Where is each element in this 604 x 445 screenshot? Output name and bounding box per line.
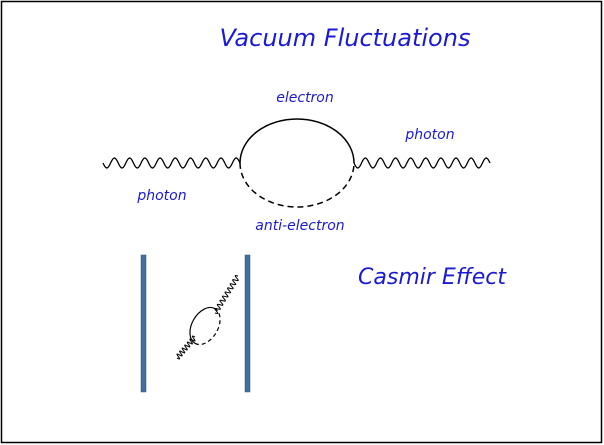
casimir-label: Casmir Effect bbox=[358, 265, 507, 290]
plate-left bbox=[140, 254, 147, 393]
photon-wave bbox=[102, 157, 241, 169]
anti-electron-label: anti-electron bbox=[255, 218, 344, 234]
anti-electron-line bbox=[239, 162, 355, 208]
photon-wave bbox=[353, 157, 491, 169]
electron-label: electron bbox=[276, 90, 334, 106]
electron-line bbox=[239, 118, 355, 164]
photon-left-label: photon bbox=[136, 188, 186, 204]
plate-right bbox=[244, 254, 251, 393]
photon-wave bbox=[214, 275, 239, 314]
feynman-diagram bbox=[239, 118, 355, 208]
photon-right-label: photon bbox=[404, 127, 454, 143]
photon-wave bbox=[176, 335, 196, 360]
title: Vacuum Fluctuations bbox=[220, 24, 471, 52]
